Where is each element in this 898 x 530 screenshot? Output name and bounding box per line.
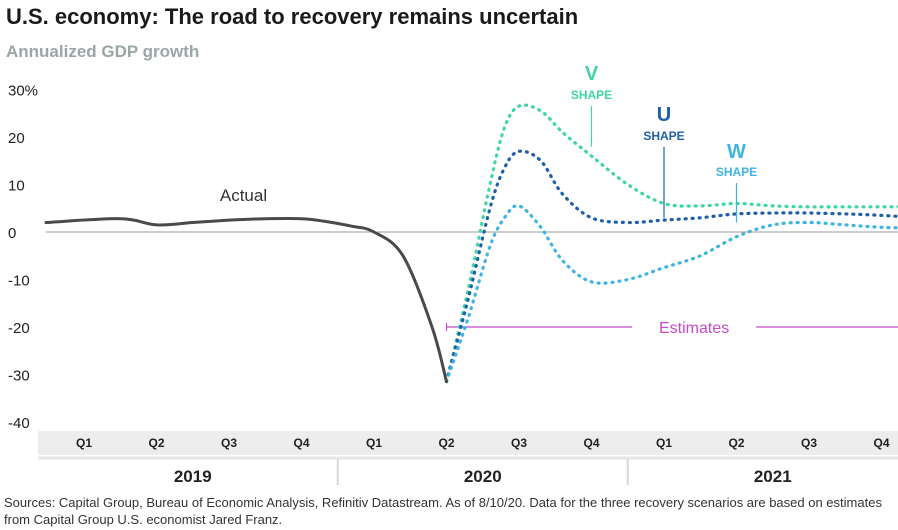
quarter-tick-label: Q4 [873, 436, 889, 450]
v-shape-line [444, 103, 898, 384]
quarter-tick-label: Q2 [728, 436, 744, 450]
quarter-tick-label: Q1 [366, 436, 382, 450]
y-tick-label: -30 [8, 368, 30, 385]
quarter-tick-label: Q3 [221, 436, 237, 450]
quarter-tick-label: Q4 [293, 436, 309, 450]
quarter-tick-label: Q3 [511, 436, 527, 450]
y-axis-ticks: 30% 20 10 0 -10 -20 -30 -40 [8, 83, 38, 433]
u-shape-line [444, 149, 898, 384]
actual-line [44, 216, 448, 384]
series-group [44, 103, 898, 384]
y-tick-label: 30% [8, 83, 38, 100]
actual-label: Actual [220, 186, 267, 205]
chart-subtitle: Annualized GDP growth [6, 42, 200, 61]
year-labels: 2019 2020 2021 [174, 467, 792, 486]
u-shape-label: SHAPE [643, 129, 684, 143]
y-tick-label: -20 [8, 320, 30, 337]
y-tick-label: -10 [8, 273, 30, 290]
y-tick-label: -40 [8, 415, 30, 432]
v-shape-letter: V [585, 63, 599, 85]
year-label: 2020 [464, 467, 502, 486]
u-shape-letter: U [657, 104, 671, 126]
quarter-tick-label: Q1 [76, 436, 92, 450]
estimates-label: Estimates [659, 320, 729, 337]
quarter-tick-label: Q4 [583, 436, 599, 450]
quarter-tick-label: Q3 [801, 436, 817, 450]
w-shape-line [444, 204, 898, 384]
year-label: 2021 [754, 467, 792, 486]
estimates-range: Estimates [445, 320, 898, 337]
quarter-tick-label: Q2 [438, 436, 454, 450]
y-tick-label: 20 [8, 130, 25, 147]
year-label: 2019 [174, 467, 212, 486]
quarter-band [38, 431, 898, 455]
w-shape-letter: W [727, 141, 746, 163]
quarter-tick-label: Q1 [656, 436, 672, 450]
v-shape-label: SHAPE [571, 88, 612, 102]
quarter-labels: Q1 Q2 Q3 Q4 Q1 Q2 Q3 Q4 Q1 Q2 Q3 Q4 [38, 436, 898, 485]
w-shape-label: SHAPE [716, 165, 757, 179]
y-tick-label: 0 [8, 225, 16, 242]
y-tick-label: 10 [8, 178, 25, 195]
quarter-tick-label: Q2 [148, 436, 164, 450]
chart-title: U.S. economy: The road to recovery remai… [6, 4, 579, 29]
sources-note: Sources: Capital Group, Bureau of Econom… [4, 495, 882, 527]
